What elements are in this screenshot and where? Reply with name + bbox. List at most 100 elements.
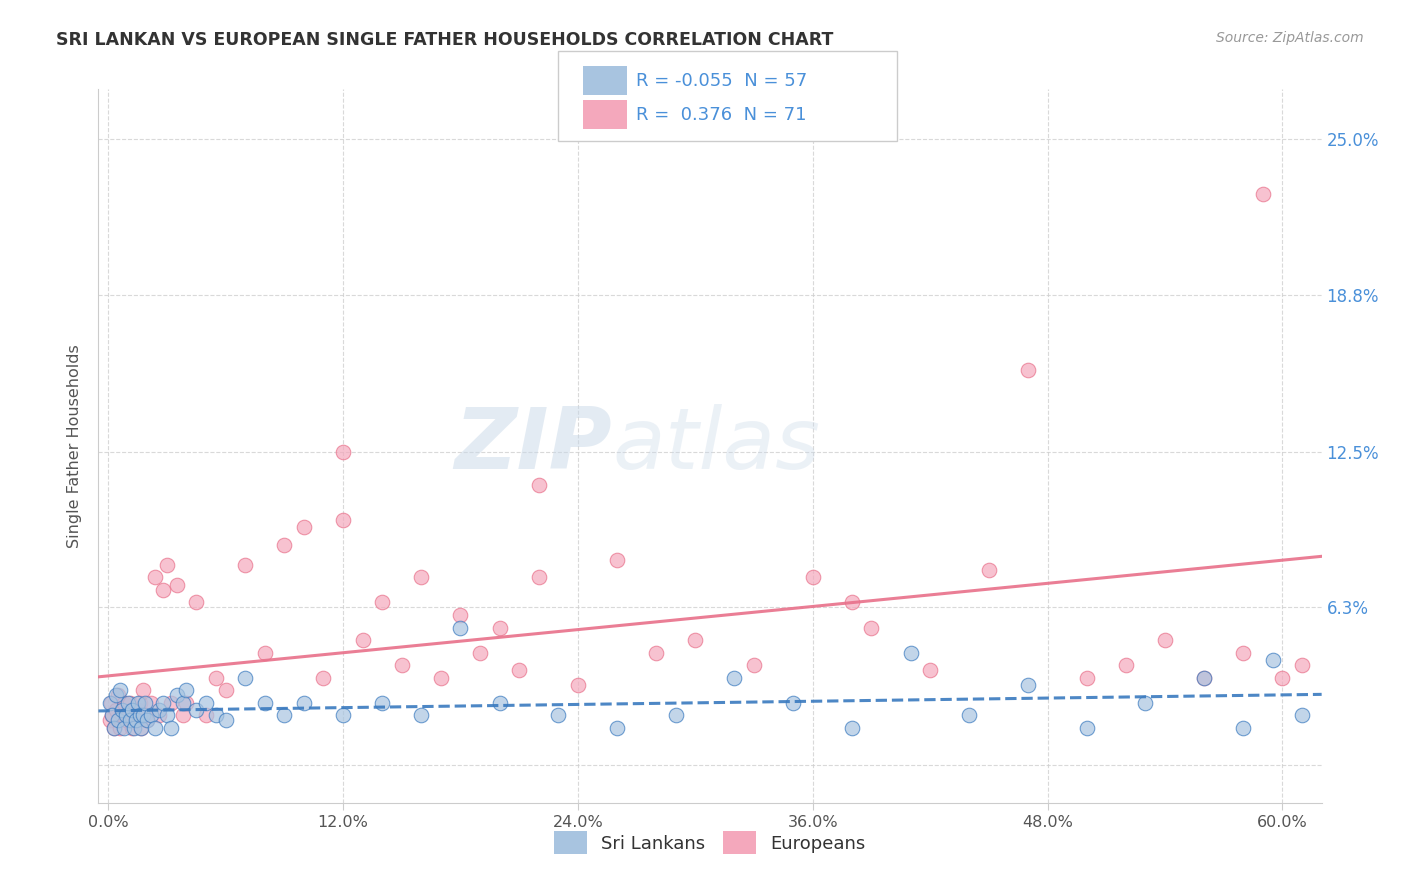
Point <box>141 708 163 723</box>
Point <box>160 696 183 710</box>
Point <box>156 558 179 572</box>
Point <box>108 721 131 735</box>
Point <box>214 713 236 727</box>
Point <box>606 553 628 567</box>
Point <box>101 708 124 723</box>
Point <box>1154 633 1177 648</box>
Point <box>1076 721 1098 735</box>
Point <box>131 721 153 735</box>
Point <box>233 671 256 685</box>
Point <box>253 696 276 710</box>
Point <box>117 708 139 723</box>
Point <box>665 708 688 723</box>
Point <box>141 696 163 710</box>
Point <box>371 595 394 609</box>
Point <box>122 708 145 723</box>
Point <box>107 713 129 727</box>
Point <box>131 721 153 735</box>
Point <box>122 721 145 735</box>
Point <box>332 708 354 723</box>
Point <box>172 696 194 710</box>
Point <box>508 663 530 677</box>
Text: SRI LANKAN VS EUROPEAN SINGLE FATHER HOUSEHOLDS CORRELATION CHART: SRI LANKAN VS EUROPEAN SINGLE FATHER HOU… <box>56 31 834 49</box>
Point <box>176 683 198 698</box>
Point <box>136 713 159 727</box>
Point <box>685 633 707 648</box>
Text: ZIP: ZIP <box>454 404 612 488</box>
Point <box>450 621 472 635</box>
Point <box>1232 646 1254 660</box>
Point <box>1261 653 1284 667</box>
Point <box>1076 671 1098 685</box>
Point <box>205 708 228 723</box>
Point <box>411 570 433 584</box>
Point <box>723 671 745 685</box>
Point <box>134 708 156 723</box>
Point <box>148 708 170 723</box>
Point <box>312 671 335 685</box>
Point <box>127 703 149 717</box>
Point <box>166 578 188 592</box>
Point <box>148 703 170 717</box>
Point <box>1017 362 1039 376</box>
Point <box>488 621 510 635</box>
Point <box>134 696 156 710</box>
Point <box>430 671 453 685</box>
Point <box>128 696 150 710</box>
Point <box>332 445 354 459</box>
Point <box>468 646 491 660</box>
Point <box>101 708 124 723</box>
Point <box>124 713 146 727</box>
Point <box>273 538 295 552</box>
Point <box>156 708 179 723</box>
Point <box>143 721 166 735</box>
Point <box>900 646 922 660</box>
Point <box>1115 658 1137 673</box>
Point <box>205 671 228 685</box>
Text: Source: ZipAtlas.com: Source: ZipAtlas.com <box>1216 31 1364 45</box>
Point <box>801 570 824 584</box>
Point <box>253 646 276 660</box>
Point <box>292 520 315 534</box>
Point <box>332 513 354 527</box>
Point <box>160 721 183 735</box>
Point <box>118 696 141 710</box>
Point <box>111 708 134 723</box>
Point <box>114 713 136 727</box>
Point <box>195 708 218 723</box>
Point <box>1192 671 1215 685</box>
Point <box>1192 671 1215 685</box>
Point <box>214 683 236 698</box>
Point <box>352 633 374 648</box>
Point <box>292 696 315 710</box>
Point <box>488 696 510 710</box>
Point <box>920 663 942 677</box>
Point <box>1232 721 1254 735</box>
Point <box>860 621 883 635</box>
Point <box>127 696 149 710</box>
Point <box>841 721 863 735</box>
Legend: Sri Lankans, Europeans: Sri Lankans, Europeans <box>547 824 873 862</box>
Point <box>957 708 980 723</box>
Point <box>1135 696 1157 710</box>
Point <box>742 658 765 673</box>
Point <box>112 696 135 710</box>
Point <box>841 595 863 609</box>
Point <box>118 713 141 727</box>
Point <box>166 688 188 702</box>
Point <box>103 721 125 735</box>
Point <box>114 708 136 723</box>
Point <box>107 688 129 702</box>
Point <box>371 696 394 710</box>
Point <box>977 563 1000 577</box>
Point <box>547 708 569 723</box>
Point <box>1291 708 1313 723</box>
Point <box>124 713 146 727</box>
Point <box>105 688 128 702</box>
Point <box>121 721 143 735</box>
Point <box>450 607 472 622</box>
Point <box>152 696 174 710</box>
Point <box>176 696 198 710</box>
Point <box>136 713 159 727</box>
Point <box>606 721 628 735</box>
